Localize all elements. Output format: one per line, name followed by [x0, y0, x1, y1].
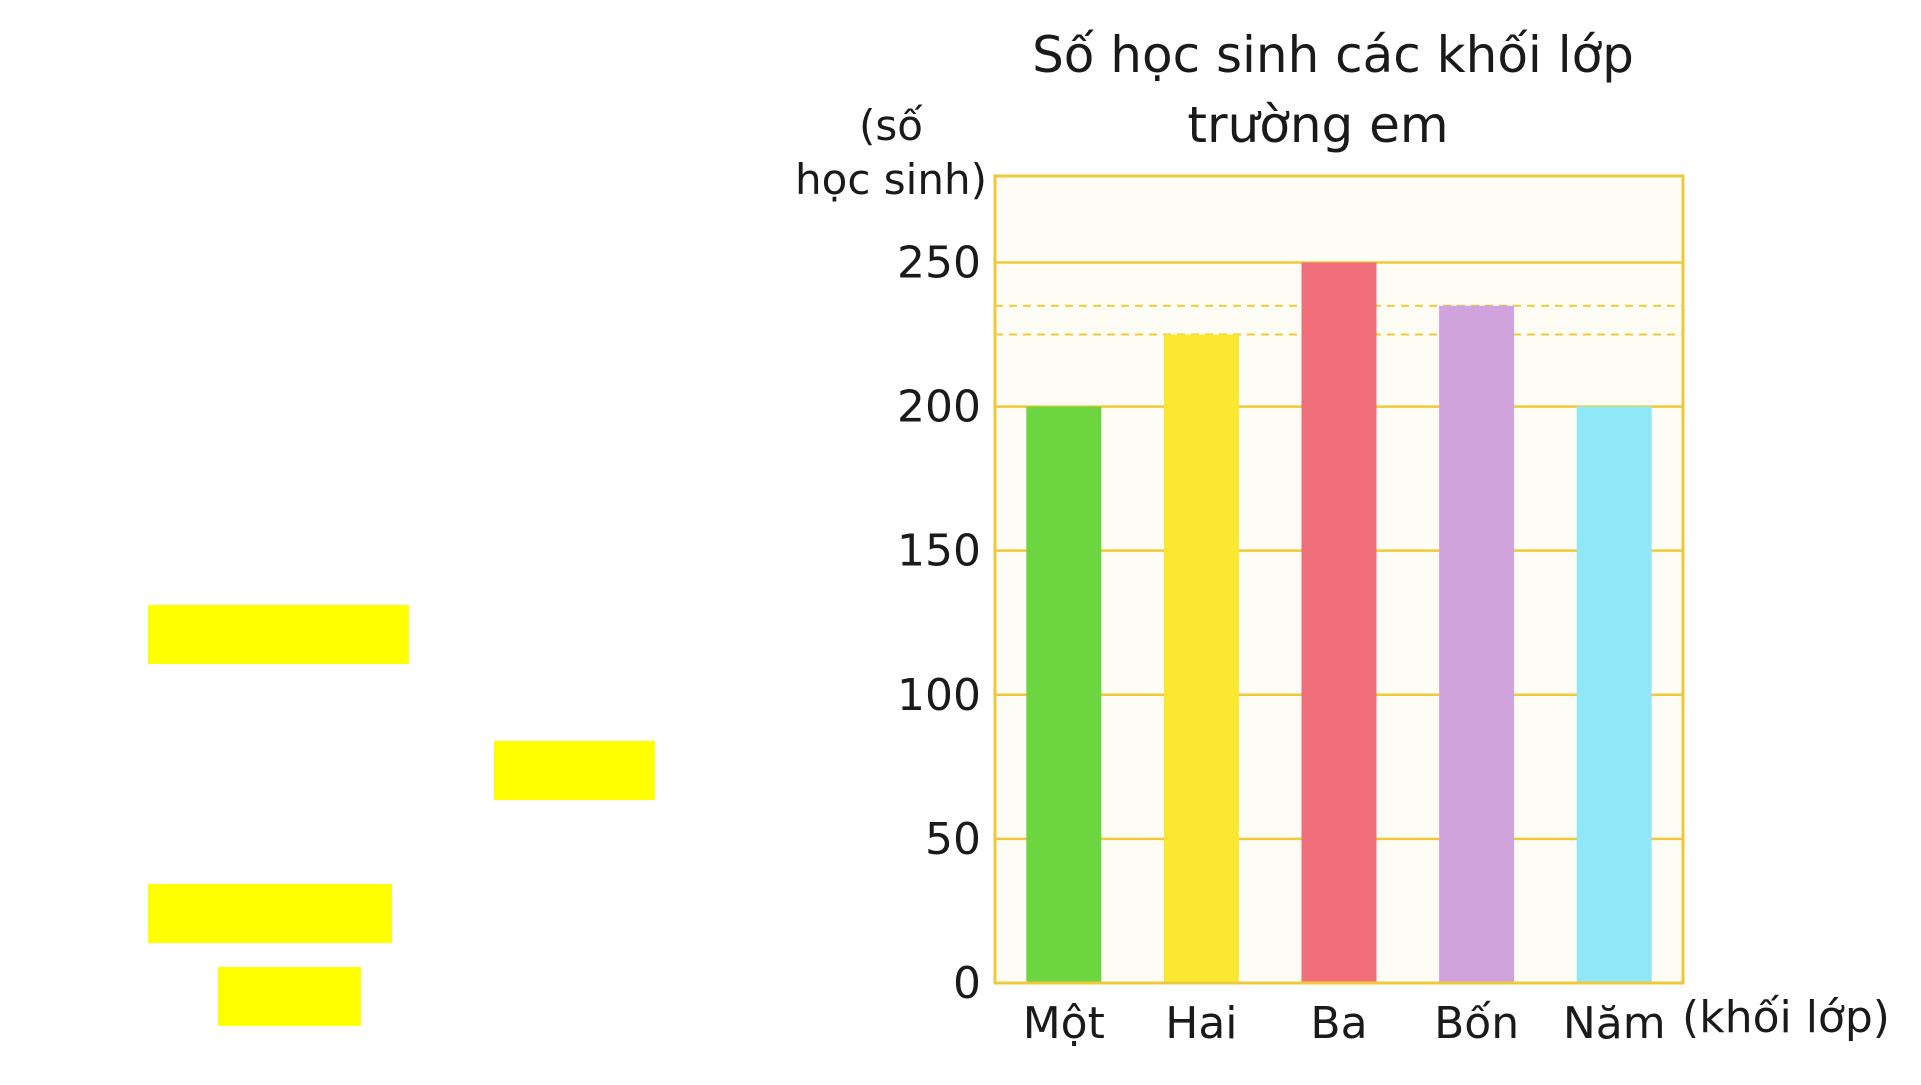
chart-title-line-1: Số học sinh các khối lớp: [1032, 26, 1634, 84]
chart-title-line-2: trường em: [1187, 96, 1448, 154]
bar: [1576, 406, 1652, 984]
y-tick-label: 150: [897, 526, 981, 577]
x-axis-label: (khối lớp): [1682, 992, 1890, 1043]
y-tick-label: 0: [953, 958, 981, 1009]
yellow-highlight-block-4: [218, 967, 361, 1026]
bar: [1301, 262, 1377, 983]
x-tick-label: Ba: [1310, 998, 1367, 1049]
y-axis-label-line-1: (số: [859, 101, 923, 150]
x-tick-label: Bốn: [1434, 998, 1519, 1049]
yellow-highlight-block-3: [148, 884, 392, 943]
bar: [1026, 406, 1102, 984]
x-tick-label: Hai: [1165, 998, 1237, 1049]
bar: [1163, 334, 1239, 984]
x-tick-label: Một: [1023, 998, 1105, 1049]
x-tick-label: Năm: [1563, 998, 1666, 1049]
y-tick-label: 50: [925, 814, 981, 865]
bar: [1439, 305, 1515, 984]
y-axis-label-line-2: học sinh): [795, 155, 987, 204]
y-tick-label: 100: [897, 670, 981, 721]
y-tick-label: 200: [897, 382, 981, 433]
y-tick-label: 250: [897, 237, 981, 288]
yellow-highlight-block-1: [148, 605, 409, 664]
yellow-highlight-block-2: [494, 741, 655, 800]
